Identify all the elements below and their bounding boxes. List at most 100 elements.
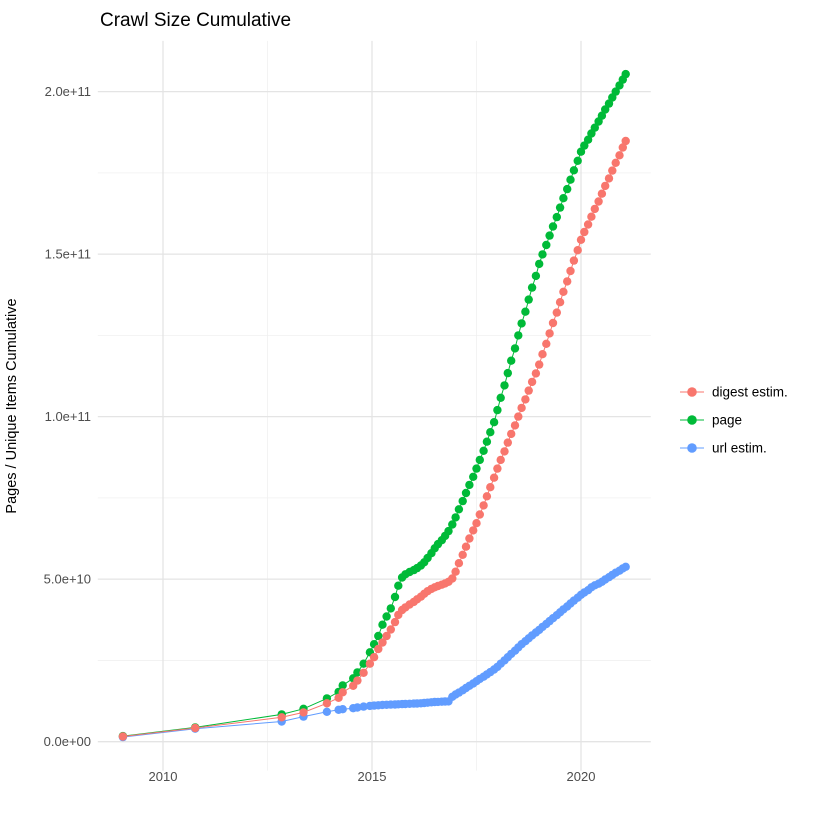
data-point xyxy=(611,87,620,96)
data-point xyxy=(299,708,308,717)
data-point xyxy=(500,381,509,390)
data-point xyxy=(514,331,523,340)
data-point xyxy=(277,713,286,722)
data-point xyxy=(566,266,575,276)
x-axis-tick-label: 2015 xyxy=(358,769,387,784)
data-point xyxy=(563,277,572,286)
data-point xyxy=(378,638,387,647)
legend-label: digest estim. xyxy=(712,385,788,400)
data-point xyxy=(448,520,457,529)
data-point xyxy=(496,455,505,465)
y-axis-title: Pages / Unique Items Cumulative xyxy=(4,298,20,513)
y-axis-tick-label: 0.0e+00 xyxy=(44,734,91,749)
data-series-layer xyxy=(118,69,630,742)
data-point xyxy=(621,69,630,79)
data-point xyxy=(531,271,541,281)
data-point xyxy=(555,203,565,212)
data-point xyxy=(548,318,558,328)
data-point xyxy=(563,184,572,194)
axis-tick-labels: 2010 2015 2020 0.0e+00 5.0e+10 1.0e+11 1.5e+11… xyxy=(44,84,596,784)
data-point xyxy=(486,428,495,437)
data-point xyxy=(472,464,481,473)
data-point xyxy=(353,676,362,685)
data-point xyxy=(590,204,599,214)
data-point xyxy=(542,240,551,250)
data-point xyxy=(353,668,362,677)
series-digest-estim xyxy=(118,136,630,741)
data-point xyxy=(338,705,347,714)
data-point xyxy=(507,356,516,365)
data-point xyxy=(458,496,467,506)
data-point xyxy=(590,123,599,132)
data-point xyxy=(461,542,471,551)
data-point xyxy=(542,339,551,348)
data-point xyxy=(359,659,368,668)
data-point xyxy=(559,287,568,296)
data-point xyxy=(394,581,403,590)
data-point xyxy=(583,220,593,229)
legend-key-dot xyxy=(687,443,697,453)
data-point xyxy=(378,620,387,629)
data-point xyxy=(517,319,526,328)
data-point xyxy=(451,513,460,522)
data-point xyxy=(451,567,460,576)
data-point xyxy=(545,231,554,240)
data-point xyxy=(503,438,512,447)
data-point xyxy=(322,707,332,716)
data-point xyxy=(482,437,492,446)
data-point xyxy=(545,329,554,338)
data-point xyxy=(552,308,561,317)
data-point xyxy=(555,298,565,307)
data-point xyxy=(573,156,582,165)
data-point xyxy=(597,189,607,198)
x-axis-tick-label: 2020 xyxy=(567,769,596,784)
data-point xyxy=(448,574,457,583)
legend-key-dot xyxy=(687,415,697,425)
data-point xyxy=(386,604,395,613)
data-point xyxy=(510,421,520,430)
data-point xyxy=(359,668,368,677)
data-point xyxy=(479,446,488,455)
data-point xyxy=(507,429,516,439)
data-point xyxy=(454,505,464,514)
data-point xyxy=(493,405,502,415)
data-point xyxy=(597,111,607,120)
data-point xyxy=(538,350,547,359)
data-point xyxy=(369,653,379,662)
data-point xyxy=(503,368,512,378)
data-point xyxy=(475,455,484,465)
legend-label: url estim. xyxy=(712,441,767,456)
x-axis-tick-label: 2010 xyxy=(149,769,178,784)
data-point xyxy=(374,631,383,641)
data-point xyxy=(527,283,537,292)
chart-title: Crawl Size Cumulative xyxy=(100,10,291,31)
data-point xyxy=(576,235,586,244)
data-point xyxy=(618,143,627,152)
data-point xyxy=(469,526,478,535)
y-axis-tick-label: 1.0e+11 xyxy=(45,409,91,424)
data-point xyxy=(524,295,533,304)
data-point xyxy=(521,395,530,404)
data-point xyxy=(583,135,593,144)
data-point xyxy=(390,592,400,602)
data-point xyxy=(559,194,568,203)
data-point xyxy=(535,259,544,269)
data-point xyxy=(496,393,505,402)
data-point xyxy=(458,550,467,559)
data-point xyxy=(382,631,391,641)
legend-label: page xyxy=(712,413,742,428)
series-url-estim xyxy=(118,562,630,742)
data-point xyxy=(493,464,502,473)
data-point xyxy=(191,723,200,733)
data-point xyxy=(465,534,474,543)
data-point xyxy=(465,480,474,490)
data-point xyxy=(608,166,617,175)
data-point xyxy=(390,617,400,627)
data-point xyxy=(573,246,582,255)
legend: digest estim. page url estim. xyxy=(680,385,788,456)
data-point xyxy=(538,250,547,259)
data-point xyxy=(489,418,499,427)
